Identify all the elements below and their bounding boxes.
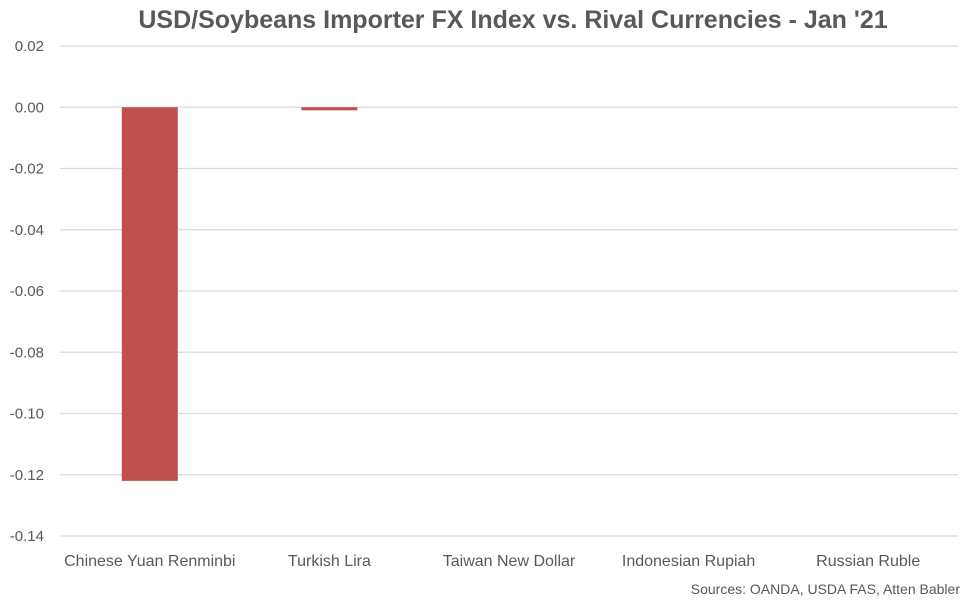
- bar-turkish-lira: [301, 107, 358, 111]
- y-tick-label: -0.10: [10, 406, 44, 423]
- bars: [121, 107, 358, 481]
- y-tick-label: -0.14: [10, 528, 44, 545]
- y-tick-label: -0.02: [10, 161, 44, 178]
- y-tick-label: -0.12: [10, 467, 44, 484]
- y-axis-tick-labels: 0.02 0.00 -0.02 -0.04 -0.06 -0.08 -0.10 -0.12 -0…: [10, 38, 44, 545]
- source-note: Sources: OANDA, USDA FAS, Atten Babler: [690, 581, 960, 597]
- y-tick-label: -0.04: [10, 222, 44, 239]
- x-axis-category-labels: Chinese Yuan Renminbi Turkish Lira Taiwan …: [64, 553, 920, 570]
- x-category-label: Turkish Lira: [288, 553, 371, 570]
- x-category-label: Chinese Yuan Renminbi: [64, 553, 235, 570]
- y-tick-label: -0.08: [10, 344, 44, 361]
- y-tick-label: 0.00: [15, 99, 44, 116]
- y-tick-label: 0.02: [15, 38, 44, 55]
- x-category-label: Indonesian Rupiah: [622, 553, 755, 570]
- x-category-label: Taiwan New Dollar: [443, 553, 576, 570]
- bar-chinese-yuan-renminbi: [121, 107, 178, 481]
- gridlines: [60, 45, 958, 537]
- x-category-label: Russian Ruble: [816, 553, 920, 570]
- y-tick-label: -0.06: [10, 283, 44, 300]
- chart-title: USD/Soybeans Importer FX Index vs. Rival…: [138, 6, 888, 34]
